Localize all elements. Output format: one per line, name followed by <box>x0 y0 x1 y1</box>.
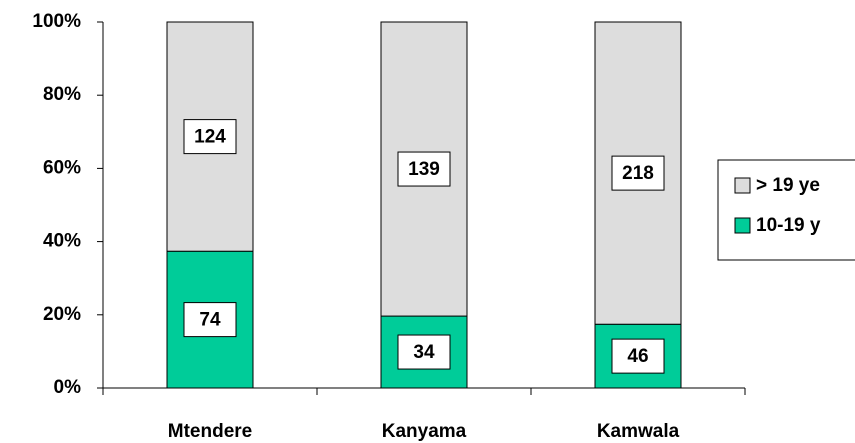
y-tick-label: 80% <box>43 84 81 105</box>
data-label-box <box>397 334 451 370</box>
legend-label: > 19 ye <box>756 175 820 196</box>
legend-swatch <box>734 217 751 234</box>
data-label-box <box>183 119 237 155</box>
bar-segment <box>166 21 254 252</box>
data-label: 34 <box>413 342 435 363</box>
data-label: 124 <box>194 127 226 148</box>
data-label: 139 <box>408 159 440 180</box>
data-label-box <box>611 338 665 374</box>
data-label-box <box>611 155 665 191</box>
data-label: 218 <box>622 163 654 184</box>
y-tick-label: 40% <box>43 231 81 252</box>
x-tick-label: Kanyama <box>382 421 467 442</box>
x-tick-label: Kamwala <box>597 421 680 442</box>
data-label-box <box>183 302 237 338</box>
y-tick-label: 20% <box>43 304 81 325</box>
data-label: 46 <box>627 346 648 367</box>
legend-box <box>717 159 855 261</box>
legend-swatch <box>734 177 751 194</box>
y-tick-label: 0% <box>54 377 82 398</box>
legend-label: 10-19 y <box>756 215 821 236</box>
y-tick-label: 100% <box>32 11 81 32</box>
data-label-box <box>397 151 451 187</box>
data-label: 74 <box>199 310 221 331</box>
y-tick-label: 60% <box>43 157 81 178</box>
x-tick-label: Mtendere <box>168 421 252 442</box>
